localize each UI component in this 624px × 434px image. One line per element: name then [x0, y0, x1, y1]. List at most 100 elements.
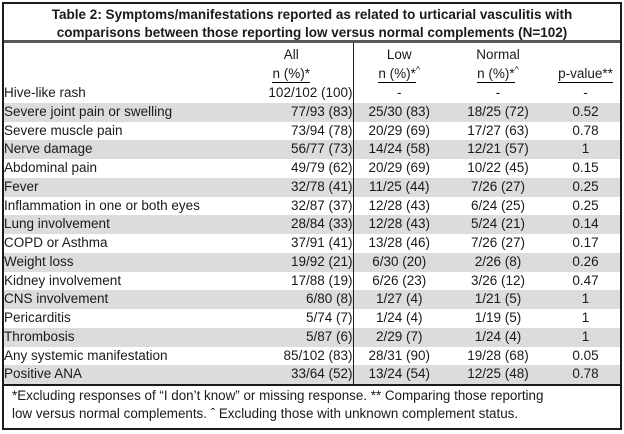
- n-pct-label: n (%): [378, 66, 411, 81]
- normal-cell: 6/24 (25): [470, 197, 526, 213]
- symptom-cell: Weight loss: [4, 253, 74, 269]
- caret-superscript: ^: [514, 64, 519, 75]
- pvalue-cell: 0.78: [572, 366, 599, 382]
- low-cell: 25/30 (83): [368, 103, 431, 119]
- symptom-cell: Abdominal pain: [4, 160, 98, 176]
- n-pct-label: n (%): [272, 66, 305, 81]
- normal-cell: 1/24 (4): [474, 328, 522, 344]
- table-row: Severe muscle pain 73/94 (78) 20/29 (69)…: [4, 121, 620, 141]
- pvalue-cell: 0.47: [572, 272, 599, 288]
- symptoms-table: All n (%)* Low n (%)*^ Normal n (%)*^ p-…: [4, 43, 620, 384]
- symptom-cell: COPD or Asthma: [4, 235, 108, 251]
- table-row: Any systemic manifestation 85/102 (83) 2…: [4, 346, 620, 366]
- low-cell: 11/25 (44): [368, 178, 430, 194]
- pvalue-cell: 0.15: [572, 160, 599, 176]
- symptom-cell: Positive ANA: [4, 366, 83, 382]
- footnote-line1: *Excluding responses of “I don’t know” o…: [12, 388, 544, 403]
- normal-cell: 19/28 (68): [467, 347, 529, 363]
- table-row: Abdominal pain 49/79 (62) 20/29 (69) 10/…: [4, 159, 620, 178]
- normal-cell: 1/19 (5): [474, 310, 522, 326]
- low-cell: 6/26 (23): [372, 272, 427, 288]
- column-header-low: Low n (%)*^: [353, 43, 445, 84]
- column-header-pvalue: p-value**: [551, 43, 620, 84]
- low-cell: 1/24 (4): [375, 310, 423, 326]
- low-cell: 28/31 (90): [368, 347, 431, 363]
- pvalue-cell: 1: [581, 291, 590, 307]
- footnote: *Excluding responses of “I don’t know” o…: [4, 384, 620, 425]
- table-row: Severe joint pain or swelling 77/93 (83)…: [4, 102, 620, 122]
- symptom-cell: Kidney involvement: [4, 272, 122, 288]
- caret-superscript: ^: [415, 64, 421, 75]
- pvalue-cell: 0.05: [572, 347, 599, 363]
- all-cell: 32/78 (41): [230, 177, 354, 197]
- column-header-pvalue-sub: p-value**: [551, 64, 620, 83]
- pvalue-cell: 0.14: [572, 216, 599, 232]
- table-row: Kidney involvement 17/88 (19) 6/26 (23) …: [4, 271, 620, 291]
- all-cell: 33/64 (52): [230, 365, 354, 384]
- all-cell: 32/87 (37): [230, 196, 354, 216]
- low-cell: 13/24 (54): [368, 366, 431, 382]
- symptom-cell: Severe muscle pain: [4, 122, 123, 138]
- normal-cell: 10/22 (45): [467, 160, 529, 176]
- symptom-cell: Hive-like rash: [4, 85, 86, 101]
- pvalue-cell: 0.78: [572, 122, 599, 138]
- all-cell: 102/102 (100): [230, 84, 354, 103]
- table-row: COPD or Asthma 37/91 (41) 13/28 (46) 7/2…: [4, 234, 620, 253]
- low-cell: 14/24 (58): [368, 141, 431, 157]
- column-header-pvalue-spacer: [551, 43, 620, 64]
- low-cell: 12/28 (43): [368, 216, 431, 232]
- pvalue-label: p-value**: [558, 66, 613, 83]
- asterisk-suffix: *: [509, 66, 515, 81]
- normal-cell: 7/26 (27): [470, 235, 526, 251]
- low-cell: 6/30 (20): [372, 253, 427, 269]
- column-header-symptom: [4, 43, 230, 84]
- table-row: Nerve damage 56/77 (73) 14/24 (58) 12/21…: [4, 140, 620, 159]
- all-cell: 6/80 (8): [230, 290, 354, 309]
- symptom-cell: Pericarditis: [4, 310, 71, 326]
- footnote-line2: low versus normal complements. ˆ Excludi…: [12, 406, 519, 421]
- asterisk-suffix: *: [304, 66, 311, 81]
- normal-cell: 12/25 (48): [467, 366, 529, 382]
- asterisk-suffix: *: [410, 66, 416, 81]
- symptom-cell: Fever: [4, 178, 39, 194]
- pvalue-cell: 0.25: [572, 178, 599, 194]
- symptom-cell: Any systemic manifestation: [4, 347, 168, 363]
- all-cell: 17/88 (19): [230, 271, 354, 291]
- normal-cell: 5/24 (21): [470, 216, 526, 232]
- symptom-cell: Severe joint pain or swelling: [4, 103, 173, 119]
- symptom-cell: Lung involvement: [4, 216, 110, 232]
- pvalue-cell: 1: [581, 310, 590, 326]
- table-row: Pericarditis 5/74 (7) 1/24 (4) 1/19 (5) …: [4, 309, 620, 328]
- all-cell: 73/94 (78): [230, 121, 354, 141]
- table-row: Hive-like rash 102/102 (100) - - -: [4, 84, 620, 103]
- table-row: CNS involvement 6/80 (8) 1/27 (4) 1/21 (…: [4, 290, 620, 309]
- normal-cell: 17/27 (63): [467, 122, 529, 138]
- table-row: Positive ANA 33/64 (52) 13/24 (54) 12/25…: [4, 365, 620, 384]
- normal-cell: -: [495, 85, 501, 101]
- low-cell: 13/28 (46): [368, 235, 431, 251]
- all-cell: 56/77 (73): [230, 140, 354, 159]
- column-header-normal-name: Normal: [476, 47, 520, 62]
- column-header-all-name: All: [283, 47, 299, 62]
- table-row: Lung involvement 28/84 (33) 12/28 (43) 5…: [4, 215, 620, 234]
- pvalue-cell: 0.17: [572, 235, 599, 251]
- column-header-normal-sub: n (%)*^: [445, 64, 551, 83]
- normal-cell: 12/21 (57): [467, 141, 529, 157]
- table-row: Fever 32/78 (41) 11/25 (44) 7/26 (27) 0.…: [4, 177, 620, 197]
- column-header-low-sub: n (%)*^: [354, 64, 446, 83]
- all-cell: 49/79 (62): [230, 159, 354, 178]
- column-header-normal: Normal n (%)*^: [445, 43, 551, 84]
- table-row: Thrombosis 5/87 (6) 2/29 (7) 1/24 (4) 1: [4, 327, 620, 347]
- pvalue-cell: 0.25: [572, 197, 599, 213]
- header-row: All n (%)* Low n (%)*^ Normal n (%)*^ p-…: [4, 43, 620, 84]
- all-cell: 85/102 (83): [230, 346, 354, 366]
- normal-cell: 7/26 (27): [470, 178, 526, 194]
- column-header-low-name: Low: [386, 47, 412, 62]
- all-cell: 19/92 (21): [230, 252, 354, 272]
- low-cell: 1/27 (4): [375, 291, 423, 307]
- all-cell: 37/91 (41): [230, 234, 354, 253]
- table-row: Weight loss 19/92 (21) 6/30 (20) 2/26 (8…: [4, 252, 620, 272]
- n-pct-label: n (%): [477, 66, 510, 81]
- low-cell: 12/28 (43): [368, 197, 431, 213]
- underlined-label: n (%)*: [477, 66, 515, 83]
